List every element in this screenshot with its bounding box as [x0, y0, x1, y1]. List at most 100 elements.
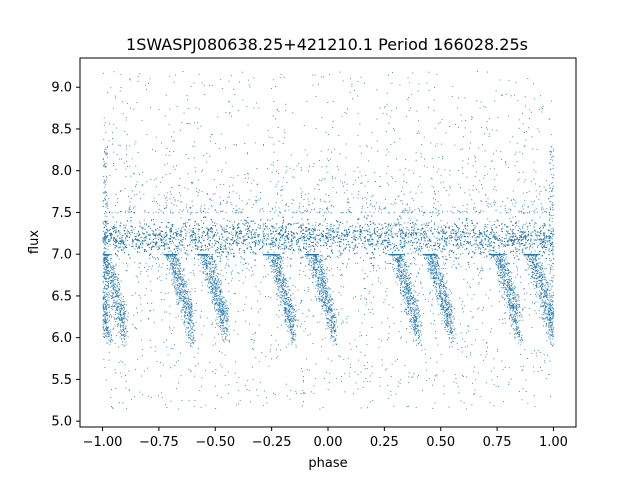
data-point — [132, 241, 134, 243]
data-point — [420, 242, 422, 244]
data-point — [221, 247, 222, 248]
data-point — [258, 224, 259, 226]
data-point — [466, 229, 468, 231]
data-point — [227, 220, 228, 221]
data-point — [202, 233, 204, 235]
data-point — [525, 236, 527, 238]
data-point — [368, 240, 370, 242]
data-point — [313, 233, 315, 235]
data-point — [222, 235, 224, 237]
data-point — [487, 250, 489, 252]
data-point — [512, 240, 514, 242]
data-point — [384, 236, 386, 238]
data-point — [275, 245, 277, 247]
data-point — [237, 236, 238, 237]
data-point — [226, 251, 228, 253]
data-point — [355, 238, 356, 240]
data-point — [544, 233, 546, 235]
data-point — [189, 232, 190, 234]
data-point — [467, 236, 469, 238]
data-point — [177, 231, 179, 233]
data-point — [305, 228, 307, 230]
data-point — [420, 255, 422, 256]
data-point — [481, 244, 482, 246]
data-point — [542, 247, 544, 249]
data-point — [165, 244, 167, 245]
data-point — [398, 224, 400, 226]
data-point — [319, 251, 321, 252]
data-point — [175, 248, 177, 249]
data-point — [277, 215, 279, 217]
data-point — [394, 232, 396, 234]
data-point — [536, 239, 537, 241]
data-point — [310, 240, 311, 242]
data-point — [443, 225, 445, 226]
data-point — [348, 249, 350, 251]
data-point — [529, 243, 531, 245]
data-point — [437, 240, 438, 241]
data-point — [553, 258, 555, 260]
data-point — [451, 226, 453, 227]
data-point — [432, 232, 434, 234]
data-point — [277, 246, 279, 248]
data-point — [332, 242, 334, 244]
data-point — [107, 236, 108, 237]
data-point — [466, 243, 467, 245]
data-point — [150, 248, 152, 250]
data-point — [261, 252, 263, 254]
data-point — [163, 246, 165, 248]
data-point — [117, 250, 119, 252]
data-point — [262, 243, 264, 244]
data-point — [263, 236, 265, 238]
data-point — [306, 235, 307, 237]
data-point — [165, 240, 166, 242]
data-point — [387, 247, 388, 248]
data-point — [552, 243, 554, 245]
data-point — [483, 231, 485, 233]
data-point — [108, 230, 110, 232]
data-point — [183, 248, 185, 250]
data-point — [494, 238, 496, 240]
data-point — [284, 248, 286, 250]
data-point — [461, 237, 463, 239]
data-point — [526, 235, 528, 237]
data-point — [399, 225, 400, 227]
data-point — [521, 232, 523, 233]
data-point — [520, 228, 521, 230]
data-point — [414, 259, 416, 261]
data-point — [474, 243, 476, 245]
data-point — [118, 250, 119, 252]
data-point — [552, 233, 554, 235]
data-point — [103, 252, 105, 254]
data-point — [420, 237, 422, 239]
data-point — [518, 226, 520, 227]
data-point — [197, 230, 199, 232]
data-point — [511, 240, 512, 242]
data-point — [428, 222, 430, 223]
data-point — [457, 244, 459, 246]
data-point — [521, 235, 523, 237]
data-point — [303, 237, 305, 239]
data-point — [201, 236, 203, 238]
data-point — [496, 231, 497, 233]
data-point — [536, 236, 538, 238]
data-point — [421, 233, 423, 234]
data-point — [441, 238, 443, 240]
data-point — [226, 237, 227, 239]
data-point — [414, 228, 416, 230]
data-point — [524, 235, 526, 237]
data-point — [407, 222, 409, 224]
data-point — [212, 243, 214, 245]
data-point — [118, 231, 120, 233]
data-point — [250, 252, 252, 253]
data-point — [104, 242, 106, 244]
scatter-points — [102, 70, 555, 410]
data-point — [438, 232, 440, 234]
data-point — [351, 226, 353, 228]
data-point — [303, 246, 305, 248]
data-point — [144, 239, 145, 241]
data-point — [139, 223, 141, 225]
data-point — [207, 235, 209, 236]
data-point — [525, 238, 527, 240]
data-point — [473, 234, 475, 236]
